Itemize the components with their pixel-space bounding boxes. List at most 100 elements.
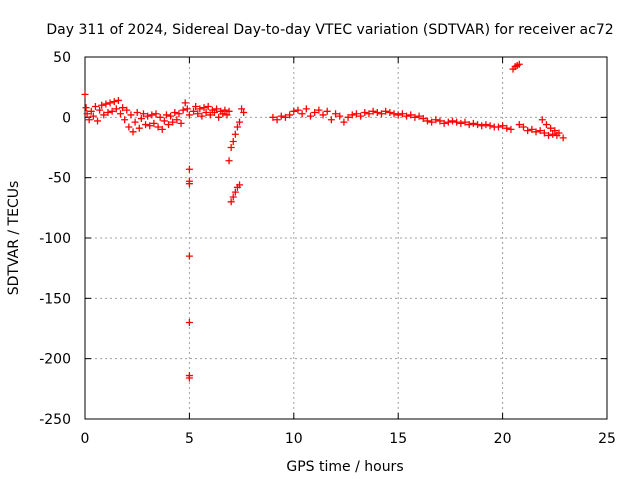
data-point <box>403 112 411 120</box>
data-point <box>461 118 469 126</box>
y-tick-label: 50 <box>53 50 71 66</box>
data-point <box>185 252 193 260</box>
y-tick-label: 0 <box>62 110 71 126</box>
data-point <box>290 107 298 115</box>
data-point <box>221 106 229 114</box>
data-point <box>110 98 118 106</box>
data-point <box>519 123 527 131</box>
data-point <box>540 129 548 137</box>
data-point <box>139 110 147 118</box>
data-point <box>440 119 448 127</box>
data-point <box>129 128 137 136</box>
data-point <box>528 125 536 133</box>
data-point <box>142 121 150 129</box>
data-point <box>133 109 141 117</box>
x-tick-label: 25 <box>598 431 616 447</box>
data-point <box>146 122 154 130</box>
data-point <box>474 121 482 129</box>
data-point <box>423 117 431 125</box>
data-point <box>545 131 553 139</box>
data-point <box>499 122 507 130</box>
data-point <box>202 109 210 117</box>
data-point <box>156 113 164 121</box>
data-point <box>185 318 193 326</box>
data-point <box>175 110 183 118</box>
data-point <box>319 111 327 119</box>
data-point <box>549 130 557 138</box>
data-point <box>183 105 191 113</box>
data-point <box>377 110 385 118</box>
data-point <box>482 121 490 129</box>
data-point <box>453 118 461 126</box>
data-point <box>104 109 112 117</box>
data-point <box>398 110 406 118</box>
data-point <box>171 109 179 117</box>
data-point <box>81 90 89 98</box>
data-point <box>192 102 200 110</box>
data-point <box>336 112 344 120</box>
data-point <box>273 116 281 124</box>
data-point <box>185 165 193 173</box>
data-point <box>204 102 212 110</box>
data-point <box>223 111 231 119</box>
data-point <box>315 106 323 114</box>
data-point <box>227 144 235 151</box>
data-point <box>507 125 515 133</box>
data-point <box>340 118 348 126</box>
x-tick-label: 0 <box>81 431 90 447</box>
data-point <box>85 116 93 124</box>
data-point <box>478 122 486 130</box>
data-point <box>213 105 221 113</box>
data-point <box>432 116 440 124</box>
data-point <box>210 109 218 117</box>
data-point <box>225 107 233 115</box>
data-point <box>332 110 340 118</box>
data-point <box>373 109 381 117</box>
data-point <box>269 113 277 121</box>
data-point <box>240 109 248 117</box>
data-point <box>127 111 135 119</box>
chart-title: Day 311 of 2024, Sidereal Day-to-day VTE… <box>46 22 613 38</box>
data-point <box>390 110 398 118</box>
data-point <box>327 116 335 124</box>
data-point <box>386 109 394 117</box>
data-point <box>233 123 241 131</box>
data-point <box>555 129 563 137</box>
data-point <box>448 117 456 125</box>
data-point <box>294 106 302 114</box>
x-axis-label: GPS time / hours <box>286 459 403 475</box>
data-point <box>302 105 310 113</box>
data-point <box>100 111 108 119</box>
data-point <box>236 181 244 189</box>
data-point <box>98 101 106 109</box>
data-point <box>215 113 223 121</box>
data-point <box>407 111 415 119</box>
y-tick-label: -100 <box>39 231 71 247</box>
data-point <box>165 121 173 129</box>
data-point <box>194 110 202 118</box>
data-point <box>148 111 156 119</box>
data-point <box>229 193 237 201</box>
data-point <box>559 134 567 142</box>
x-tick-label: 15 <box>389 431 407 447</box>
data-point <box>108 107 116 115</box>
data-point <box>89 112 97 120</box>
y-tick-label: -50 <box>48 171 71 187</box>
data-point <box>348 111 356 119</box>
data-point <box>365 110 373 118</box>
data-point <box>131 118 139 126</box>
data-point <box>538 116 546 124</box>
data-point <box>361 109 369 117</box>
data-point <box>307 112 315 120</box>
data-point <box>167 112 175 120</box>
data-point <box>542 121 550 129</box>
data-point <box>150 119 158 127</box>
data-point <box>281 113 289 121</box>
data-point <box>162 111 170 119</box>
data-point <box>185 374 193 382</box>
data-point <box>436 117 444 125</box>
data-point <box>137 115 145 123</box>
data-point <box>229 137 237 145</box>
data-point <box>486 122 494 130</box>
